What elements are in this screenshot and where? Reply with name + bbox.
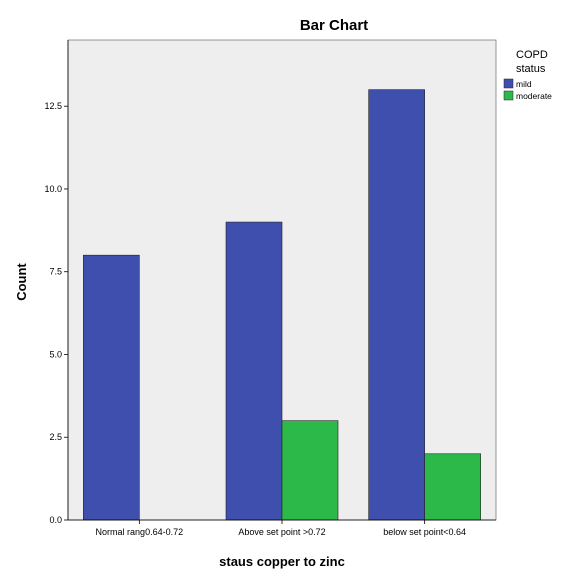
legend-label-mild: mild [516,79,532,89]
bar-mild-1 [225,221,283,521]
y-axis: 0.0 2.5 5.0 7.5 10.0 12.5 [44,40,69,525]
legend-items: mild moderate [503,78,552,101]
bar-moderate-1 [281,420,339,521]
x-tick-label-0: Normal rang0.64-0.72 [96,527,184,537]
y-tick-label-1: 2.5 [49,432,62,442]
y-tick-label-5: 12.5 [44,101,62,111]
chart-title: Bar Chart [300,17,368,34]
legend-swatch-mild [503,78,514,89]
x-axis: Normal rang0.64-0.72 Above set point >0.7… [68,519,496,537]
legend-title-line1: COPD [516,49,548,61]
x-tick-label-2: below set point<0.64 [383,527,466,537]
y-tick-label-4: 10.0 [44,184,62,194]
bar-mild-2 [368,89,425,521]
legend-title-line2: status [516,63,546,75]
bar-moderate-2 [424,453,481,521]
x-axis-label: staus copper to zinc [219,554,345,569]
bar-mild-0 [83,254,140,521]
y-tick-label-0: 0.0 [49,515,62,525]
legend: COPD status mild moderate [503,49,552,101]
y-tick-label-2: 5.0 [49,349,62,359]
bars-group [83,89,481,521]
y-axis-label: Count [14,263,29,301]
x-tick-label-1: Above set point >0.72 [238,527,325,537]
legend-label-moderate: moderate [516,91,552,101]
y-tick-label-3: 7.5 [49,267,62,277]
legend-swatch-moderate [503,90,514,101]
